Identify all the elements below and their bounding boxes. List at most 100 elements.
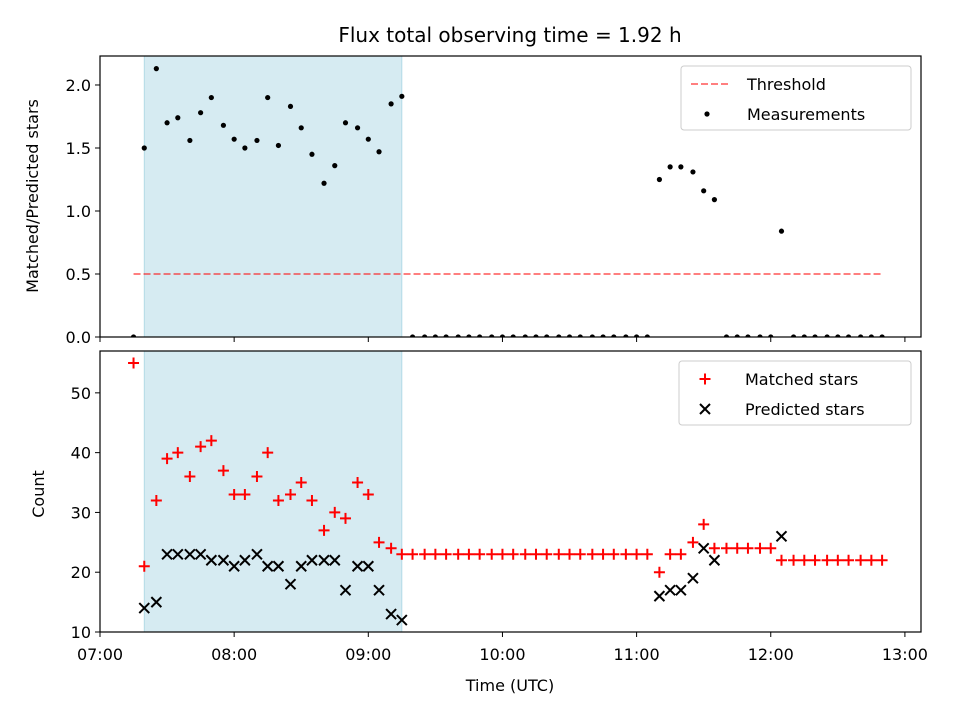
top-panel: 0.0 0.5 1.0 1.5 2.0 Threshold Measurements: [66, 55, 922, 347]
measurement-point: [589, 334, 595, 337]
legend-label: Measurements: [747, 105, 865, 124]
measurement-point: [812, 334, 818, 337]
matched-star-point: [553, 548, 565, 560]
predicted-star-point: [228, 560, 240, 572]
measurement-point: [208, 94, 214, 101]
matched-star-point: [161, 453, 173, 465]
matched-star-point: [821, 554, 833, 566]
measurement-point: [644, 334, 650, 337]
measurement-point: [365, 136, 371, 142]
measurement-point: [466, 334, 472, 337]
predicted-star-point: [172, 548, 184, 560]
matched-star-point: [742, 542, 754, 554]
predicted-star-point: [251, 548, 263, 560]
bottom-y-axis-label: Count: [29, 470, 48, 518]
matched-star-point: [496, 548, 508, 560]
matched-star-point: [608, 548, 620, 560]
matched-star-point: [339, 512, 351, 524]
measurement-point: [544, 334, 550, 337]
measurement-point: [745, 334, 751, 337]
measurement-point: [477, 334, 483, 337]
predicted-star-point: [194, 548, 207, 560]
matched-star-point: [731, 542, 743, 554]
measurement-point: [845, 334, 852, 337]
matched-star-point: [407, 548, 419, 560]
matched-star-point: [228, 488, 240, 500]
matched-star-point: [486, 548, 498, 560]
predicted-star-point: [284, 578, 297, 590]
plot-area: [130, 66, 885, 337]
measurement-point: [678, 164, 684, 170]
predicted-star-point: [205, 554, 218, 566]
predicted-star-point: [150, 596, 163, 608]
matched-star-point: [373, 536, 385, 548]
predicted-star-point: [339, 584, 352, 596]
matched-star-point: [530, 548, 542, 560]
predicted-star-point: [161, 548, 173, 560]
bottom-panel: 10 20 30 40 50 07:00 08:00 09:00 10:00 11:00 12:00…: [71, 350, 928, 664]
matched-star-point: [306, 494, 318, 506]
matched-star-point: [855, 554, 867, 566]
axes-frame: [99, 350, 922, 633]
measurement-point: [175, 115, 181, 121]
measurement-point: [422, 334, 428, 337]
y-tick-label: 50: [71, 384, 91, 403]
measurement-point: [489, 334, 495, 337]
matched-star-point: [128, 357, 140, 369]
matched-star-point: [708, 542, 720, 554]
predicted-star-point: [697, 542, 710, 555]
measurement-point: [768, 334, 774, 337]
measurement-point: [265, 94, 271, 101]
measurement-point: [623, 334, 629, 337]
y-tick-label: 20: [71, 563, 91, 582]
measurement-point: [533, 334, 539, 337]
observing-span: [143, 55, 403, 338]
matched-star-point: [172, 447, 184, 459]
measurement-point: [835, 334, 841, 337]
matched-star-point: [440, 548, 452, 560]
matched-star-point: [798, 554, 810, 566]
measurement-point: [879, 334, 885, 337]
matched-star-point: [865, 554, 877, 566]
matched-star-point: [507, 548, 519, 560]
measurement-point: [600, 334, 606, 337]
matched-star-point: [272, 494, 284, 506]
observing-span: [143, 350, 403, 633]
matched-star-point: [262, 447, 274, 459]
matched-star-point: [396, 548, 408, 560]
measurement-point: [556, 334, 562, 337]
matched-star-point: [809, 554, 821, 566]
top-y-axis-label: Matched/Predicted stars: [23, 99, 42, 293]
matched-star-point: [452, 548, 464, 560]
predicted-star-point: [295, 560, 307, 572]
measurement-point: [254, 137, 260, 144]
measurement-point: [164, 120, 170, 126]
predicted-star-point: [396, 614, 408, 626]
matched-star-point: [698, 518, 710, 530]
predicted-star-point: [184, 548, 196, 560]
matched-star-point: [239, 488, 251, 500]
matched-star-point: [620, 548, 632, 560]
legend-measurement-marker: [704, 111, 710, 117]
measurement-point: [332, 163, 338, 169]
y-tick-label: 10: [71, 623, 91, 642]
y-tick-label: 0.5: [66, 265, 91, 284]
legend-label: Threshold: [746, 75, 826, 94]
predicted-star-point: [329, 554, 341, 566]
measurement-point: [757, 334, 763, 337]
matched-star-point: [664, 548, 676, 560]
measurement-point: [656, 176, 663, 183]
measurement-point: [198, 110, 204, 116]
matched-star-point: [205, 435, 217, 447]
x-tick-label: 09:00: [345, 645, 391, 664]
measurement-point: [868, 334, 874, 337]
predicted-star-point: [362, 560, 375, 572]
matched-star-point: [564, 548, 576, 560]
y-tick-label: 2.0: [66, 76, 91, 95]
measurement-point: [790, 334, 797, 337]
matched-star-point: [832, 554, 844, 566]
axes-frame: [99, 55, 922, 338]
x-tick-label: 13:00: [882, 645, 928, 664]
matched-star-point: [541, 548, 553, 560]
measurement-point: [667, 164, 673, 170]
